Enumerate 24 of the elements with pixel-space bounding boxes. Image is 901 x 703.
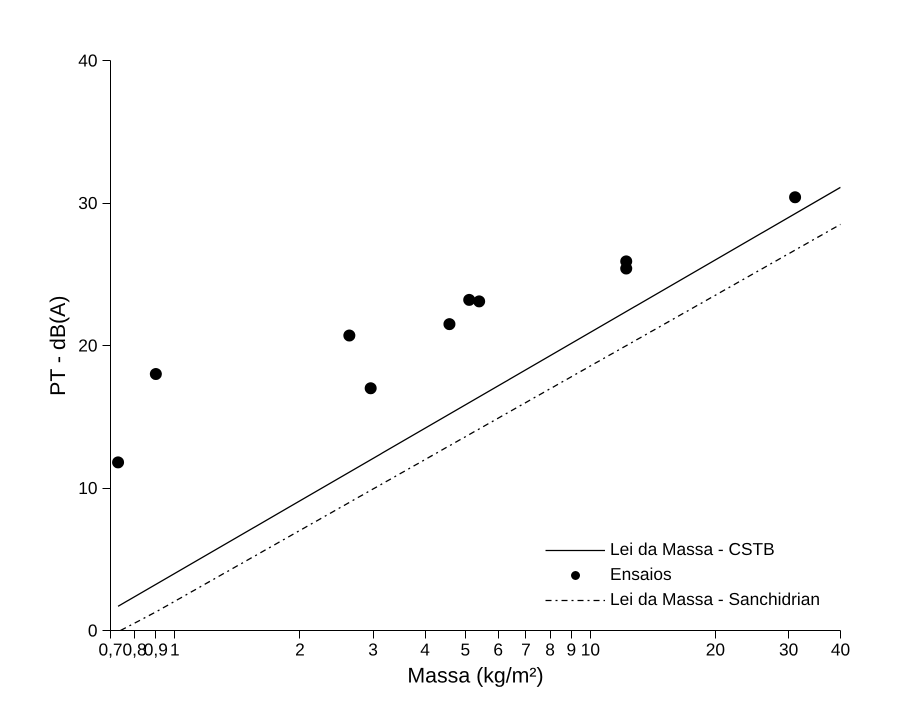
x-tick-label: 4 — [420, 640, 430, 660]
x-tick-label: 1 — [170, 640, 180, 660]
x-tick-label: 3 — [368, 640, 378, 660]
y-axis-title: PT - dB(A) — [46, 296, 70, 396]
y-tick-label: 0 — [88, 620, 98, 640]
x-tick-label: 7 — [521, 640, 531, 660]
y-tick-label: 30 — [78, 193, 98, 213]
y-tick-label: 10 — [78, 478, 98, 498]
x-tick-label: 9 — [566, 640, 576, 660]
x-tick-label: 20 — [706, 640, 726, 660]
x-tick-label: 30 — [778, 640, 798, 660]
x-tick-label: 10 — [580, 640, 600, 660]
x-tick-label: 8 — [545, 640, 555, 660]
x-axis-title: Massa (kg/m²) — [407, 664, 544, 688]
x-tick-label: 6 — [493, 640, 503, 660]
legend-label: Lei da Massa - Sanchidrian — [610, 589, 820, 610]
x-tick-label: 2 — [295, 640, 305, 660]
legend-label: Ensaios — [610, 564, 672, 585]
x-tick-label: 0,7 — [98, 640, 123, 660]
y-tick-label: 20 — [78, 336, 98, 356]
y-tick-label: 40 — [78, 50, 98, 70]
legend-label: Lei da Massa - CSTB — [610, 539, 775, 560]
x-tick-label: 5 — [460, 640, 470, 660]
x-tick-label: 40 — [830, 640, 850, 660]
